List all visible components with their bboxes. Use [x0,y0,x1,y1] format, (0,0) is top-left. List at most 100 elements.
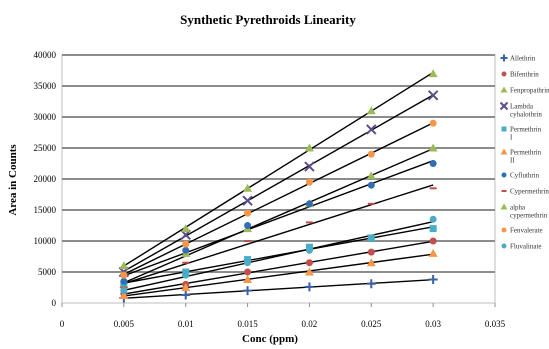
data-point-permethrin-ii [243,274,253,283]
data-point-bifenthrin [305,259,313,267]
y-tick-label: 15000 [34,205,57,215]
legend-marker-fenvalerate [501,227,507,233]
data-point-lambda-cyhalothrin [366,124,377,135]
legend-marker-alpha-cypermethrin [500,203,508,210]
data-point-lambda-cyhalothrin [304,161,315,172]
legend-marker-permethrin-ii [500,148,508,155]
data-point-fenvalerate [120,271,128,279]
data-point-permethrin-ii [366,258,376,267]
y-tick-label: 5000 [38,267,57,277]
data-point-alpha-cypermethrin [304,143,314,152]
x-tick-label: 0.015 [237,319,258,329]
data-point-cyfluthrin [367,181,375,189]
x-tick-label: 0.03 [425,319,441,329]
data-point-fenvalerate [429,119,437,127]
data-point-bifenthrin [367,248,375,256]
data-point-allethrin [304,282,314,292]
data-point-permethrin-i [429,225,437,233]
data-point-alpha-cypermethrin [428,69,438,78]
legend-label-bifenthrin: Bifenthrin [510,71,539,79]
y-axis-ticks: 0 5000 10000 15000 20000 25000 30000 35000 40000 [34,50,57,308]
data-point-permethrin-ii [304,267,314,276]
legend-label-alpha-cypermethrin: alpha cypermethrin [510,204,548,220]
x-tick-label: 0 [60,319,65,329]
y-tick-label: 35000 [34,81,57,91]
data-point-fluvalinate [367,234,375,242]
data-point-alpha-cypermethrin [181,224,191,233]
x-tick-label: 0.01 [178,319,194,329]
x-tick-label: 0.005 [114,319,135,329]
trendline-allethrin [123,278,434,299]
legend-marker-bifenthrin [501,71,507,77]
data-point-fluvalinate [182,271,190,279]
legend-label-fenpropathrin: Fenpropathrin [510,87,549,95]
data-point-fenvalerate [182,240,190,248]
trendline-fenvalerate [123,122,434,275]
data-point-cyfluthrin [429,160,437,167]
x-axis-ticks: 0 0.005 0.01 0.015 0.02 0.025 0.03 0.035 [60,303,506,329]
data-point-allethrin [428,274,438,284]
legend-marker-cyfluthrin [501,172,507,178]
data-point-permethrin-ii [428,248,438,257]
legend-label-lambda-cyhalothrin: Lambda cyhalothrin [510,103,542,119]
trendlines [123,71,434,299]
trendline-permethrin-i [123,226,434,284]
legend-label-cypermethrin: Cypermethrin [510,188,549,196]
data-point-permethrin-ii [119,291,129,300]
trendline-bifenthrin [123,240,434,295]
trendline-cyfluthrin [123,160,434,277]
data-point-fluvalinate [120,287,128,295]
data-point-fenvalerate [305,178,313,186]
data-point-cyfluthrin [305,200,313,208]
legend-label-fluvalinate: Fluvalinate [510,243,542,251]
data-point-alpha-cypermethrin [366,106,376,115]
data-point-cyfluthrin [244,222,252,229]
data-point-lambda-cyhalothrin [427,90,439,101]
data-point-alpha-cypermethrin [243,183,253,192]
legend: Allethrin Bifenthrin Fenpropathrin Lambda cy… [499,54,549,251]
legend-marker-fluvalinate [501,243,507,249]
y-axis-title: Area in Counts [7,144,19,216]
x-axis-title: Conc (ppm) [242,333,298,345]
legend-label-fenvalerate: Fenvalerate [510,227,543,235]
data-point-fenpropathrin [366,171,376,180]
data-markers [118,69,439,303]
data-point-fluvalinate [244,259,252,267]
data-point-cyfluthrin [182,246,190,254]
legend-label-permethrin-ii: Permethrin II [510,149,542,165]
legend-marker-lambda-cyhalothrin [499,101,509,111]
y-tick-label: 20000 [34,174,57,184]
y-tick-label: 40000 [34,50,57,60]
data-point-allethrin [181,290,191,300]
legend-marker-permethrin-i [501,126,507,132]
y-tick-label: 30000 [34,112,57,122]
legend-label-permethrin-i: Permethrin I [510,126,542,142]
trendline-permethrin-ii [123,253,434,297]
trendline-cypermethrin [123,184,434,285]
data-point-fluvalinate [305,246,313,254]
trendline-fenpropathrin [123,147,434,284]
y-tick-label: 0 [52,298,57,308]
data-point-bifenthrin [429,237,437,245]
data-point-allethrin [366,279,376,289]
legend-marker-allethrin [500,54,508,62]
data-point-fenpropathrin [428,143,438,152]
data-point-bifenthrin [244,268,252,276]
legend-label-allethrin: Allethrin [510,55,536,63]
y-tick-label: 25000 [34,143,57,153]
legend-label-cyfluthrin: Cyfluthrin [510,172,540,180]
data-point-fenvalerate [367,150,375,158]
x-tick-label: 0.02 [302,319,318,329]
y-tick-label: 10000 [34,236,57,246]
trendline-fluvalinate [123,220,434,291]
data-point-lambda-cyhalothrin [242,195,253,206]
data-point-fenvalerate [244,209,252,217]
data-point-fluvalinate [429,215,437,223]
data-point-allethrin [243,286,253,296]
legend-marker-fenpropathrin [500,86,508,93]
data-point-alpha-cypermethrin [119,261,129,270]
data-point-permethrin-ii [181,283,191,291]
trendline-lambda-cyhalothrin [123,94,434,272]
